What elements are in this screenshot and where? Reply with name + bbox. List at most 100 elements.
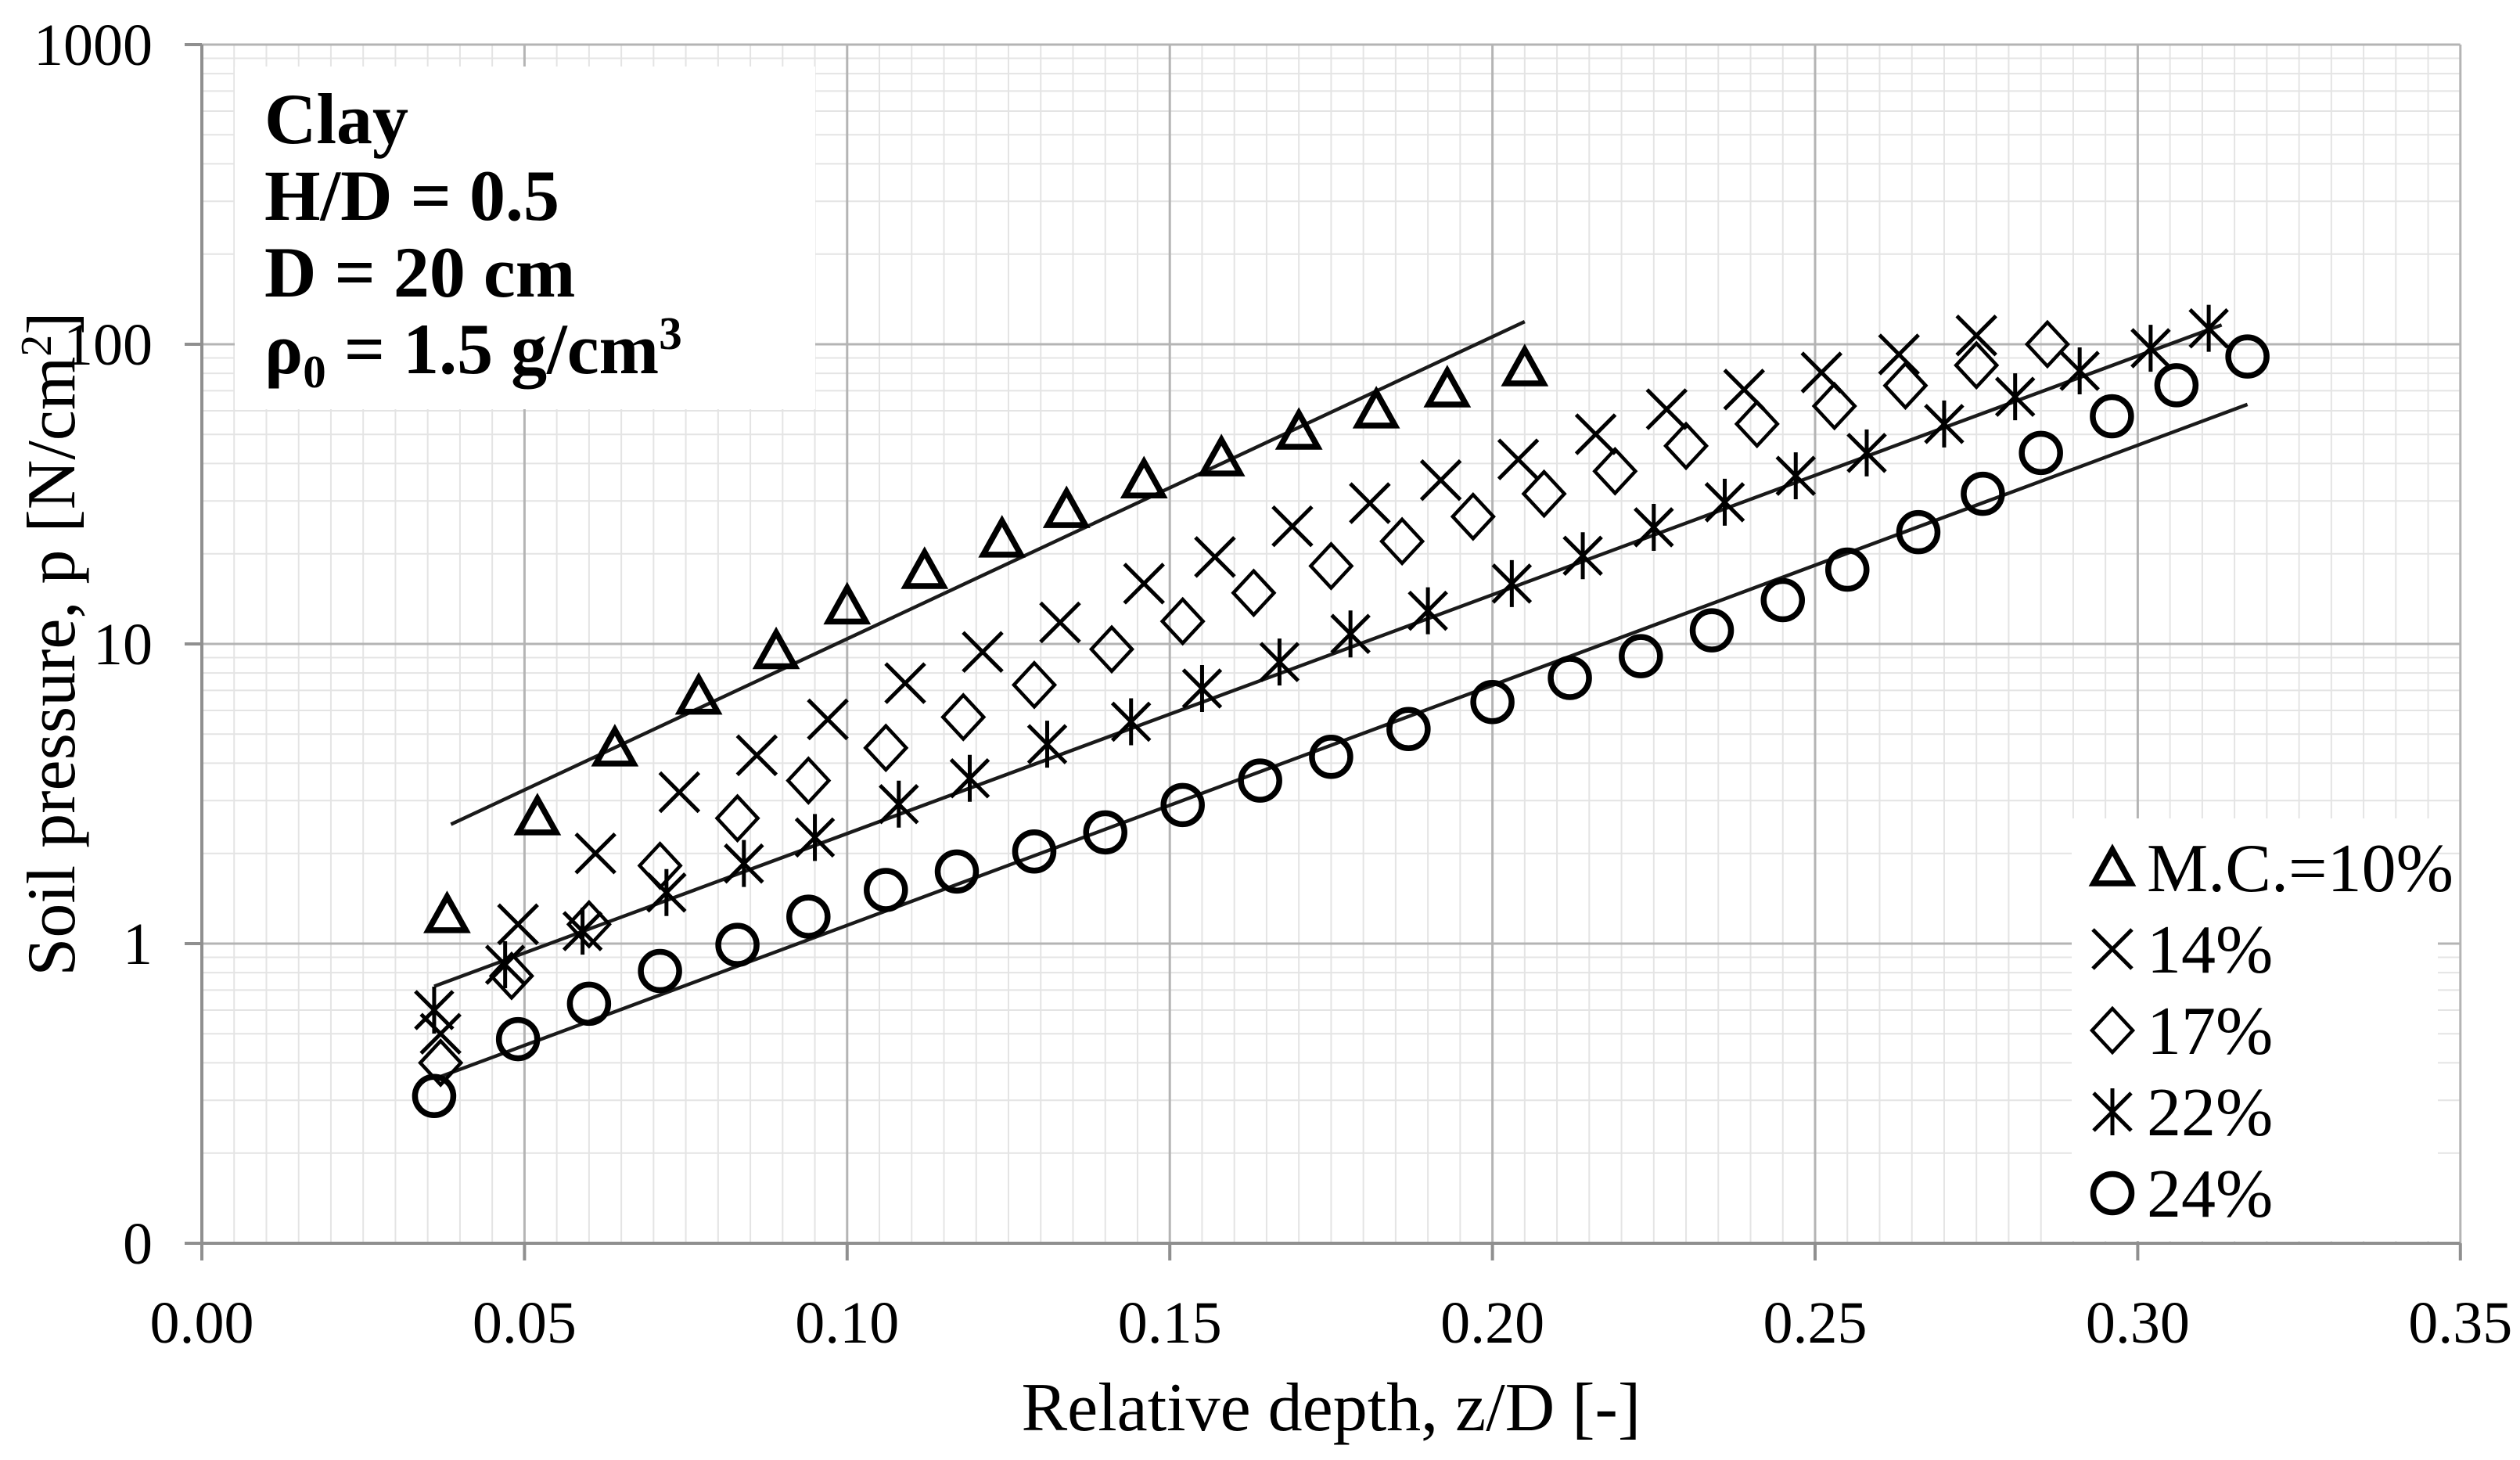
asterisk-marker-icon [1491, 559, 1533, 607]
diamond-marker-icon [940, 692, 987, 742]
diamond-marker-icon [1811, 381, 1857, 431]
y-tick-label: 1 [123, 912, 153, 977]
y-tick-label: 1000 [34, 13, 153, 78]
x-marker-icon [574, 832, 617, 875]
x-marker-icon [884, 662, 926, 704]
triangle-marker-icon [674, 671, 723, 715]
circle-marker-icon [1548, 656, 1592, 700]
circle-marker-icon [1470, 679, 1515, 725]
diamond-marker-icon [1450, 491, 1496, 541]
x-tick-label: 0.35 [2408, 1290, 2512, 1356]
y-tick-label: 10 [93, 612, 153, 678]
asterisk-marker-icon [2092, 1088, 2133, 1135]
circle-marker-icon [2225, 334, 2270, 379]
axes [185, 43, 2462, 1260]
asterisk-marker-icon [1634, 503, 1674, 551]
diamond-marker-icon [2089, 1005, 2136, 1055]
triangle-marker-icon [901, 546, 949, 589]
asterisk-marker-icon [1775, 452, 1817, 500]
circle-marker-icon [1824, 547, 1870, 592]
y-axis-title: Soil pressure, p [N/cm2] [13, 311, 90, 976]
x-marker-icon [1878, 333, 1920, 376]
triangle-marker-icon [1423, 365, 1472, 408]
asterisk-marker-icon [2188, 304, 2229, 352]
triangle-marker-icon [513, 793, 562, 836]
asterisk-marker-icon [562, 908, 603, 955]
asterisk-marker-icon [414, 986, 455, 1034]
x-marker-icon [1123, 563, 1165, 605]
asterisk-marker-icon [2059, 347, 2100, 395]
asterisk-marker-icon [1562, 532, 1603, 580]
diamond-marker-icon [1954, 340, 2000, 390]
annotation-line: Clay [264, 79, 408, 159]
x-marker-icon [1497, 438, 1540, 480]
triangle-marker-icon [1042, 485, 1091, 528]
x-marker-icon [1645, 388, 1688, 430]
circle-marker-icon [864, 868, 908, 912]
annotation-box [235, 67, 815, 409]
circle-marker-icon [1083, 810, 1127, 855]
x-marker-icon [497, 903, 539, 946]
series-22- [414, 304, 2229, 1034]
asterisk-marker-icon [1181, 664, 1223, 712]
diamond-marker-icon [1308, 541, 1354, 591]
diamond-marker-icon [1734, 399, 1780, 449]
x-marker-icon [1349, 482, 1391, 524]
x-tick-label: 0.25 [1763, 1290, 1868, 1356]
triangle-marker-icon [423, 890, 471, 933]
triangle-marker-icon [1501, 343, 1549, 387]
y-axis-title-text: Soil pressure, p [N/cm2] [13, 311, 90, 976]
x-marker-icon [419, 1012, 462, 1055]
diamond-marker-icon [1231, 568, 1277, 618]
circle-marker-icon [1160, 782, 1205, 828]
circle-marker-icon [1619, 634, 1663, 678]
circle-marker-icon [786, 894, 831, 939]
y-tick-label: 100 [63, 312, 153, 378]
annotation-line: D = 20 cm [264, 232, 575, 312]
asterisk-marker-icon [1026, 721, 1068, 768]
legend-item-17-: 17% [2089, 994, 2273, 1070]
x-marker-icon [2091, 928, 2134, 970]
diamond-marker-icon [785, 756, 832, 805]
circle-marker-icon [2090, 394, 2134, 439]
x-marker-icon [1955, 314, 1997, 357]
asterisk-marker-icon [724, 840, 764, 887]
diamond-marker-icon [1011, 660, 1058, 710]
diamond-marker-icon [418, 1038, 464, 1088]
asterisk-marker-icon [1994, 373, 2036, 421]
asterisk-marker-icon [1846, 429, 1887, 476]
asterisk-marker-icon [2130, 325, 2171, 372]
x-marker-icon [735, 734, 778, 777]
diamond-marker-icon [1159, 596, 1206, 646]
asterisk-marker-icon [794, 814, 836, 861]
x-marker-icon [1194, 536, 1236, 578]
triangle-marker-icon [2088, 843, 2137, 886]
x-marker-icon [658, 771, 701, 814]
circle-marker-icon [495, 1016, 541, 1062]
asterisk-marker-icon [646, 868, 687, 916]
circle-marker-icon [1012, 829, 1057, 874]
circle-marker-icon [638, 948, 682, 994]
triangle-marker-icon [978, 515, 1026, 558]
diamond-marker-icon [1088, 624, 1135, 674]
series-24- [412, 334, 2270, 1119]
circle-marker-icon [2154, 363, 2199, 408]
diamond-marker-icon [714, 793, 760, 843]
legend-item-m-c-10-: M.C.=10% [2088, 831, 2453, 907]
y-tick-label: 0 [123, 1211, 153, 1277]
annotation-line: H/D = 0.5 [264, 156, 559, 236]
x-marker-icon [1039, 601, 1081, 644]
circle-marker-icon [1689, 608, 1735, 653]
diamond-marker-icon [1592, 446, 1638, 496]
diamond-marker-icon [488, 951, 534, 1001]
triangle-marker-icon [823, 581, 872, 625]
diamond-marker-icon [2024, 319, 2071, 369]
legend: M.C.=10%14%17%22%24% [2088, 831, 2453, 1232]
asterisk-marker-icon [1330, 610, 1371, 658]
diamond-marker-icon [1379, 516, 1425, 566]
circle-marker-icon [566, 981, 612, 1027]
circle-marker-icon [1961, 471, 2005, 516]
